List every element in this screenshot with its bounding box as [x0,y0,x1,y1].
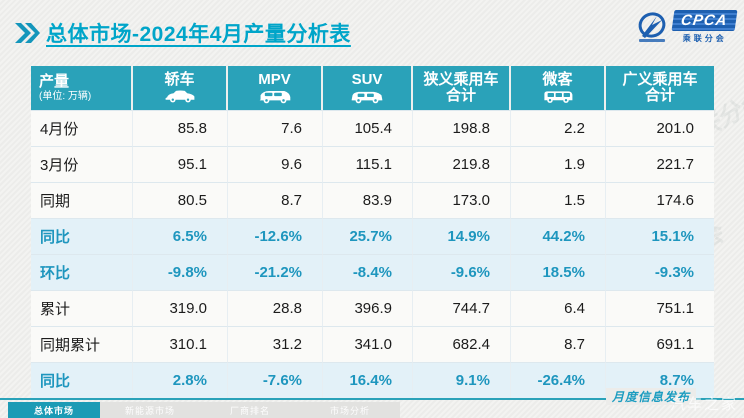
table-cell: 1.5 [511,182,606,218]
table-cell: 8.7 [228,182,323,218]
table-cell: -21.2% [228,254,323,290]
column-label: 狭义乘用车 [423,70,499,88]
table-cell: -9.8% [133,254,228,290]
table-cell: 115.1 [323,146,413,182]
table-cell: 310.1 [133,326,228,362]
table-cell: -26.4% [511,362,606,398]
table-cell: 319.0 [133,290,228,326]
table-cell: 14.9% [413,218,511,254]
suv-icon [350,90,384,104]
cpca-logo-text: CPCA [672,10,738,31]
table-cell: 6.4 [511,290,606,326]
row-label: 同期累计 [31,326,133,362]
tab-overall-market[interactable]: 总体市场 [8,402,100,418]
table-row: 同期 80.5 8.7 83.9 173.0 1.5 174.6 [31,182,714,218]
corner-unit: (单位: 万辆) [39,91,92,103]
column-header: 轿车 [133,66,228,110]
tab-oem-ranking[interactable]: 厂商排名 [200,402,300,418]
publish-label: 月度信息发布 [605,388,696,405]
table-cell: 682.4 [413,326,511,362]
section-tabs: 总体市场 新能源市场 厂商排名 市场分析 [8,402,400,418]
column-header: SUV [323,66,413,110]
table-cell: 105.4 [323,110,413,146]
table-cell: 396.9 [323,290,413,326]
table-header-row: 产量 (单位: 万辆) 轿车 MPV SUV 狭义乘用车 合计 微客 广义乘用车 合计 [31,66,714,110]
table-cell: 9.6 [228,146,323,182]
table-cell: 31.2 [228,326,323,362]
table-cell: 25.7% [323,218,413,254]
tab-market-analysis[interactable]: 市场分析 [300,402,400,418]
tab-nev-market[interactable]: 新能源市场 [100,402,200,418]
table-cell: -9.6% [413,254,511,290]
table-cell: 198.8 [413,110,511,146]
cpca-logo-subtext: 乘联分会 [682,34,727,43]
cpca-emblem-icon [639,12,666,42]
table-cell: 221.7 [606,146,714,182]
table-cell: 18.5% [511,254,606,290]
table-cell: 44.2% [511,218,606,254]
table-cell: 15.1% [606,218,714,254]
table-cell: 201.0 [606,110,714,146]
column-sublabel: 合计 [445,87,476,104]
column-label: 微客 [542,71,573,89]
row-label: 同比 [31,362,133,398]
page-header: 总体市场-2024年4月产量分析表 [14,16,351,50]
column-label: 广义乘用车 [622,70,698,88]
row-label: 同期 [31,182,133,218]
column-header: 狭义乘用车 合计 [413,66,511,110]
table-cell: 28.8 [228,290,323,326]
table-row: 同比 6.5% -12.6% 25.7% 14.9% 44.2% 15.1% [31,218,714,254]
production-table: 产量 (单位: 万辆) 轿车 MPV SUV 狭义乘用车 合计 微客 广义乘用车 合计 4月份… [31,66,714,398]
table-cell: 7.6 [228,110,323,146]
table-cell: 95.1 [133,146,228,182]
mpv-icon [258,90,292,104]
sedan-icon [164,90,196,104]
column-header: 微客 [511,66,606,110]
table-row: 3月份 95.1 9.6 115.1 219.8 1.9 221.7 [31,146,714,182]
footer-divider [0,398,744,400]
table-cell: 2.2 [511,110,606,146]
table-cell: 744.7 [413,290,511,326]
table-cell: 219.8 [413,146,511,182]
table-row: 累计 319.0 28.8 396.9 744.7 6.4 751.1 [31,290,714,326]
row-label: 4月份 [31,110,133,146]
table-cell: 174.6 [606,182,714,218]
column-label: SUV [351,71,383,89]
table-cell: 8.7 [511,326,606,362]
table-row: 同期累计 310.1 31.2 341.0 682.4 8.7 691.1 [31,326,714,362]
table-cell: 83.9 [323,182,413,218]
row-label: 同比 [31,218,133,254]
row-label: 3月份 [31,146,133,182]
table-row: 环比 -9.8% -21.2% -8.4% -9.6% 18.5% -9.3% [31,254,714,290]
row-label: 累计 [31,290,133,326]
double-chevron-icon [15,23,40,43]
table-cell: 85.8 [133,110,228,146]
table-cell: -9.3% [606,254,714,290]
corner-title: 产量 [39,72,70,90]
table-cell: 2.8% [133,362,228,398]
table-cell: 751.1 [606,290,714,326]
corner-header-cell: 产量 (单位: 万辆) [31,66,133,110]
table-cell: 6.5% [133,218,228,254]
column-label: MPV [258,71,291,89]
table-cell: -8.4% [323,254,413,290]
table-cell: 691.1 [606,326,714,362]
column-header: 广义乘用车 合计 [606,66,714,110]
column-header: MPV [228,66,323,110]
cpca-logo: CPCA 乘联分会 [635,10,738,44]
column-label: 轿车 [164,71,195,89]
table-cell: -7.6% [228,362,323,398]
table-row: 4月份 85.8 7.6 105.4 198.8 2.2 201.0 [31,110,714,146]
table-cell: 341.0 [323,326,413,362]
minibus-icon [542,90,574,104]
table-cell: 9.1% [413,362,511,398]
table-cell: 1.9 [511,146,606,182]
table-cell: -12.6% [228,218,323,254]
table-cell: 80.5 [133,182,228,218]
row-label: 环比 [31,254,133,290]
page-title: 总体市场-2024年4月产量分析表 [46,23,351,46]
table-cell: 173.0 [413,182,511,218]
column-sublabel: 合计 [644,87,675,104]
table-cell: 16.4% [323,362,413,398]
